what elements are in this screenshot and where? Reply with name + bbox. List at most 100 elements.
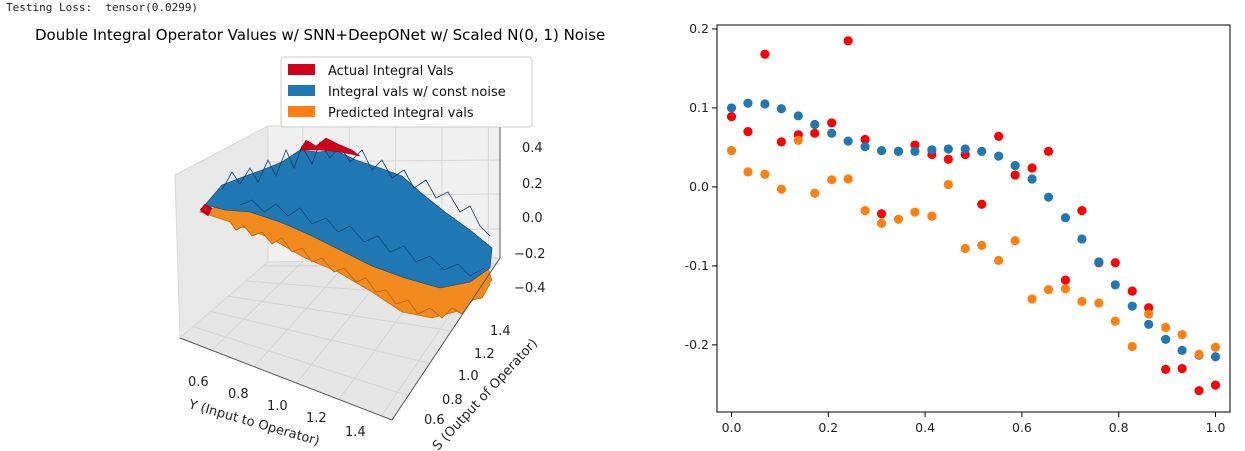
scatter-point-actual bbox=[1094, 257, 1104, 267]
scatter-point-predicted bbox=[843, 174, 853, 184]
loss-value: tensor(0.0299) bbox=[105, 1, 199, 14]
y-axis-ticks: 0.6 0.8 1.0 1.2 1.4 bbox=[424, 324, 511, 428]
scatter-point-noisy bbox=[1127, 286, 1137, 296]
y-tick-label: -0.2 bbox=[685, 337, 709, 352]
scatter-point-noisy bbox=[943, 154, 953, 164]
scatter-point-actual bbox=[843, 136, 853, 146]
scatter-point-actual bbox=[793, 111, 803, 121]
z-tick-label: 0.2 bbox=[522, 177, 543, 192]
scatter-point-noisy bbox=[1161, 364, 1171, 374]
x-tick-label: 1.0 bbox=[267, 399, 288, 414]
legend-frame bbox=[280, 56, 533, 128]
y-tick-label: 0.0 bbox=[689, 179, 709, 194]
x-axis-ticks: 0.6 0.8 1.0 1.2 1.4 bbox=[188, 375, 366, 440]
legend-swatch-actual bbox=[288, 64, 315, 75]
x-tick-label: 1.4 bbox=[345, 425, 366, 440]
scatter-point-noisy bbox=[893, 146, 904, 156]
pane-grid-line bbox=[211, 261, 304, 351]
scatter-point-noisy bbox=[843, 36, 853, 46]
legend: Actual Integral Vals Integral vals w/ co… bbox=[280, 56, 533, 128]
scatter-point-predicted bbox=[876, 218, 887, 228]
scatter-point-actual bbox=[1060, 213, 1071, 223]
x-tick-label: 1.2 bbox=[306, 411, 327, 426]
scatter-point-noisy bbox=[1027, 163, 1037, 173]
z-tick-label: 0.0 bbox=[522, 211, 543, 226]
y-tick-label: -0.1 bbox=[685, 258, 709, 273]
y-axis-line bbox=[391, 257, 501, 421]
scatter-point-actual bbox=[910, 146, 920, 156]
y-tick-label: 1.4 bbox=[490, 324, 511, 339]
scatter-point-actual bbox=[960, 144, 970, 154]
y-tick-label: 0.1 bbox=[689, 100, 709, 115]
surface-noisy-ridges bbox=[221, 141, 491, 237]
surface-noisy-valleys bbox=[239, 199, 485, 277]
scatter-point-noisy bbox=[810, 128, 820, 138]
scatter-point-predicted bbox=[960, 243, 970, 254]
scatter-point-predicted bbox=[1043, 284, 1054, 295]
scatter-point-noisy bbox=[1144, 303, 1154, 313]
surface-predicted-jags bbox=[229, 221, 491, 319]
x-tick-label: 0.0 bbox=[722, 420, 742, 435]
x-tick-label: 0.6 bbox=[188, 375, 209, 390]
scatter-point-predicted bbox=[1177, 330, 1187, 340]
z-tick-label: 0.4 bbox=[522, 141, 543, 156]
y-tick-label: 0.2 bbox=[689, 21, 709, 36]
scatter-point-noisy bbox=[1194, 386, 1204, 396]
scatter-point-predicted bbox=[760, 169, 770, 179]
x-axis-label: Y (Input to Operator) bbox=[186, 397, 321, 449]
x-tick-label: 0.6 bbox=[1012, 420, 1032, 435]
z-axis-ticks: 0.4 0.2 0.0 −0.2 −0.4 bbox=[514, 141, 546, 296]
y-tick-label: 0.6 bbox=[424, 413, 445, 428]
scatter-point-actual bbox=[1194, 350, 1204, 360]
surface-actual-edge-left bbox=[199, 203, 213, 217]
scatter-point-predicted bbox=[1161, 322, 1171, 333]
scatter-point-actual bbox=[1127, 301, 1137, 311]
scatter-point-predicted bbox=[1194, 349, 1204, 359]
pane-grid-line bbox=[193, 326, 409, 397]
legend-label-actual: Actual Integral Vals bbox=[328, 64, 454, 79]
legend-label-predicted: Predicted Integral vals bbox=[328, 106, 474, 121]
scatter-point-noisy bbox=[793, 130, 803, 140]
scatter-point-predicted bbox=[793, 135, 803, 145]
scatter-point-noisy bbox=[1043, 146, 1054, 156]
x-tick-label: 0.8 bbox=[1109, 420, 1129, 435]
scatter-point-actual bbox=[760, 99, 770, 109]
scatter-point-predicted bbox=[1077, 296, 1087, 307]
scatter-point-noisy bbox=[1094, 258, 1104, 268]
scatter-point-noisy bbox=[927, 149, 937, 160]
scatter-point-predicted bbox=[1060, 284, 1071, 294]
scatter-point-actual bbox=[827, 128, 837, 138]
scatter-point-predicted bbox=[726, 145, 737, 156]
scatter-point-actual bbox=[927, 145, 937, 155]
scatter-point-noisy bbox=[910, 140, 920, 150]
scatter-point-noisy bbox=[1077, 206, 1087, 216]
scatter-point-predicted bbox=[1094, 298, 1104, 308]
scatter-point-actual bbox=[726, 103, 737, 113]
surface-chart: 0.4 0.2 0.0 −0.2 −0.4 0.6 0.8 1.0 1.2 1.… bbox=[174, 56, 546, 451]
scatter-y-ticks: 0.2 0.1 0.0 -0.1 -0.2 bbox=[685, 21, 717, 352]
scatter-point-predicted bbox=[827, 175, 837, 185]
scatter-point-actual bbox=[1077, 234, 1087, 244]
scatter-point-actual bbox=[994, 151, 1004, 161]
scatter-point-noisy bbox=[1060, 275, 1071, 285]
scatter-point-actual bbox=[943, 144, 953, 154]
legend-swatch-noise bbox=[288, 85, 315, 96]
pane-grid-line bbox=[210, 310, 430, 364]
scatter-point-actual bbox=[743, 98, 753, 108]
loss-label: Testing Loss: bbox=[6, 1, 93, 14]
scatter-point-actual bbox=[1043, 192, 1054, 202]
scatter-point-actual bbox=[876, 145, 887, 156]
scatter-point-noisy bbox=[827, 118, 837, 128]
scatter-point-predicted bbox=[810, 188, 820, 198]
z-tick-label: −0.2 bbox=[514, 247, 546, 262]
scatter-point-noisy bbox=[743, 127, 753, 137]
scatter-point-predicted bbox=[1027, 294, 1037, 304]
scatter-point-predicted bbox=[893, 214, 904, 224]
console-output: Testing Loss: tensor(0.0299) bbox=[6, 1, 198, 14]
y-tick-label: 1.2 bbox=[474, 347, 495, 362]
x-tick-label: 0.8 bbox=[228, 387, 249, 402]
scatter-x-ticks: 0.0 0.2 0.4 0.6 0.8 1.0 bbox=[722, 412, 1225, 435]
scatter-point-actual bbox=[1027, 174, 1037, 184]
scatter-point-actual bbox=[810, 119, 820, 130]
scatter-point-noisy bbox=[994, 131, 1004, 141]
